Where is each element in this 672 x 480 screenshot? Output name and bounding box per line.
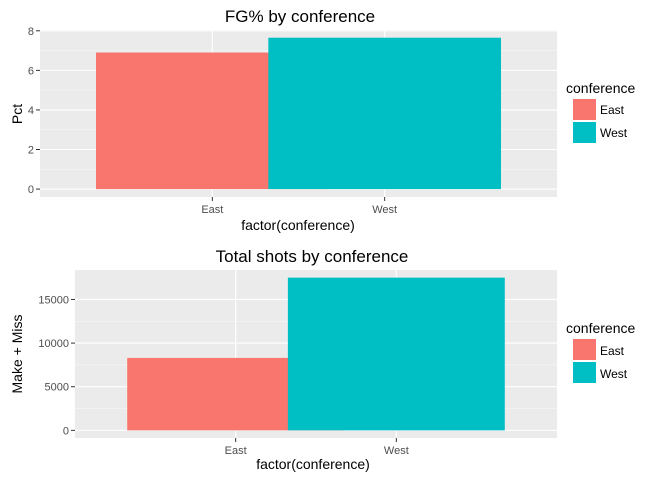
y-tick-label: 8 (28, 26, 34, 38)
chart-title: FG% by conference (225, 7, 375, 26)
legend-title: conference (566, 80, 635, 96)
legend-swatch-west (573, 362, 596, 383)
legend-swatch-west (573, 122, 596, 143)
x-axis-title: factor(conference) (256, 456, 370, 472)
bars (96, 37, 501, 190)
y-tick-label: 0 (63, 425, 69, 437)
y-tick-label: 15000 (38, 294, 69, 306)
y-tick-label: 5000 (45, 382, 69, 394)
chart-total-shots: Total shots by conference 0 5000 10000 1500… (9, 247, 635, 472)
y-axis-ticks: 0 5000 10000 15000 (38, 294, 75, 437)
legend-label-west: West (600, 126, 628, 140)
y-tick-label: 0 (28, 184, 34, 196)
y-axis-title: Pct (9, 104, 25, 124)
y-tick-label: 6 (28, 65, 34, 77)
x-axis-ticks: East West (201, 197, 397, 216)
legend-label-east: East (600, 344, 625, 358)
chart-fg-pct: FG% by conference 0 2 4 6 8 East West factor(… (9, 7, 635, 233)
y-tick-label: 4 (28, 105, 34, 117)
bar-west (287, 277, 505, 431)
legend-title: conference (566, 320, 635, 336)
y-axis-ticks: 0 2 4 6 8 (28, 26, 40, 196)
y-axis-title: Make + Miss (9, 315, 25, 394)
legend: conference East West (566, 80, 635, 143)
x-axis-ticks: East West (225, 438, 409, 457)
y-tick-label: 10000 (38, 338, 69, 350)
x-axis-title: factor(conference) (241, 217, 355, 233)
chart-title: Total shots by conference (216, 247, 409, 266)
legend-label-west: West (600, 367, 628, 381)
bar-west (268, 37, 501, 190)
legend-swatch-east (573, 339, 596, 360)
x-tick-label: East (225, 445, 247, 457)
x-tick-label: West (372, 204, 397, 216)
legend-label-east: East (600, 103, 625, 117)
x-tick-label: East (201, 204, 223, 216)
legend: conference East West (566, 320, 635, 383)
y-tick-label: 2 (28, 145, 34, 157)
x-tick-label: West (384, 445, 409, 457)
legend-swatch-east (573, 99, 596, 120)
bars (127, 277, 505, 431)
